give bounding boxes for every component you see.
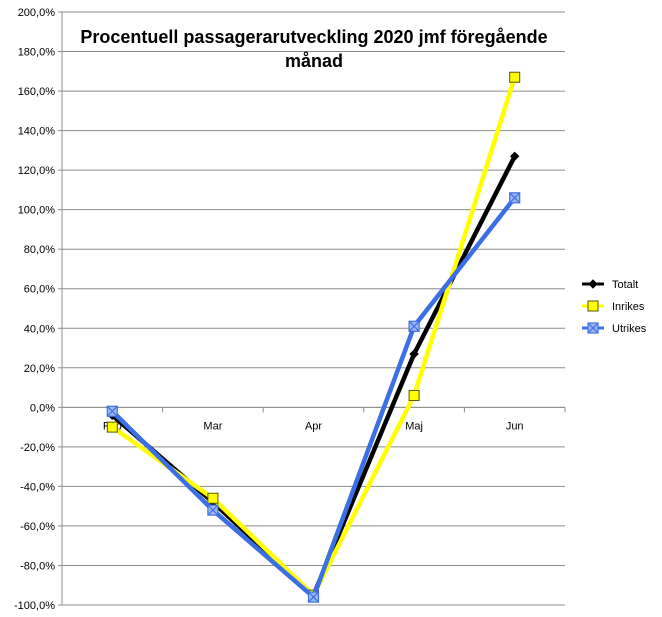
chart-title-line-2: månad — [285, 51, 343, 71]
y-tick-label: 40,0% — [24, 323, 55, 335]
data-point — [207, 504, 219, 516]
y-tick-label: -40,0% — [20, 481, 55, 493]
series-line — [111, 76, 517, 598]
series-utrikes — [106, 192, 521, 603]
data-point — [509, 71, 521, 83]
data-point — [106, 421, 118, 433]
series-totalt — [107, 151, 520, 600]
legend-marker — [588, 279, 598, 289]
y-tick-label: -100,0% — [14, 600, 55, 612]
y-tick-label: -20,0% — [20, 442, 55, 454]
y-tick-label: 80,0% — [24, 244, 55, 256]
legend-item-totalt: Totalt — [582, 279, 638, 291]
x-tick-label: Maj — [405, 420, 423, 432]
x-tick-label: Apr — [305, 420, 322, 432]
y-tick-label: -60,0% — [20, 521, 55, 533]
x-tick-label: Mar — [203, 420, 222, 432]
series-group — [106, 71, 521, 603]
y-tick-label: 60,0% — [24, 284, 55, 296]
legend-label: Inrikes — [612, 301, 645, 313]
y-tick-label: 0,0% — [30, 402, 55, 414]
y-tick-label: 20,0% — [24, 363, 55, 375]
data-point — [409, 349, 419, 359]
y-tick-label: 160,0% — [18, 86, 56, 98]
gridlines — [62, 11, 565, 606]
data-point — [408, 389, 420, 401]
legend-label: Utrikes — [612, 323, 647, 335]
series-line — [110, 155, 517, 598]
data-point — [207, 492, 219, 504]
y-axis-ticks: 200,0% 180,0% 160,0% 140,0% 120,0% 100,0% 80,0… — [14, 7, 62, 612]
x-axis-ticks: FebMarAprMajJun — [61, 407, 566, 432]
y-tick-label: 180,0% — [18, 47, 56, 59]
series-line — [110, 196, 517, 600]
data-point — [106, 405, 118, 417]
data-point — [307, 591, 320, 603]
legend-marker — [587, 322, 599, 334]
data-point — [408, 320, 420, 332]
chart-title-line-1: Procentuell passagerarutveckling 2020 jm… — [80, 27, 547, 47]
legend-item-utrikes: Utrikes — [582, 322, 647, 335]
y-tick-label: 120,0% — [18, 165, 56, 177]
legend: Totalt Inrikes Utrikes — [582, 279, 647, 335]
y-tick-label: -80,0% — [20, 560, 55, 572]
series-inrikes — [106, 71, 521, 601]
data-point — [509, 151, 520, 162]
legend-label: Totalt — [612, 279, 638, 291]
legend-marker — [587, 300, 599, 312]
chart-title: Procentuell passagerarutveckling 2020 jm… — [80, 27, 547, 71]
x-tick-label: Jun — [506, 420, 524, 432]
legend-item-inrikes: Inrikes — [582, 300, 645, 313]
y-tick-label: 140,0% — [18, 126, 56, 138]
y-tick-label: 100,0% — [18, 205, 56, 217]
axes — [61, 12, 565, 605]
y-tick-label: 200,0% — [18, 7, 56, 19]
data-point — [509, 192, 521, 204]
